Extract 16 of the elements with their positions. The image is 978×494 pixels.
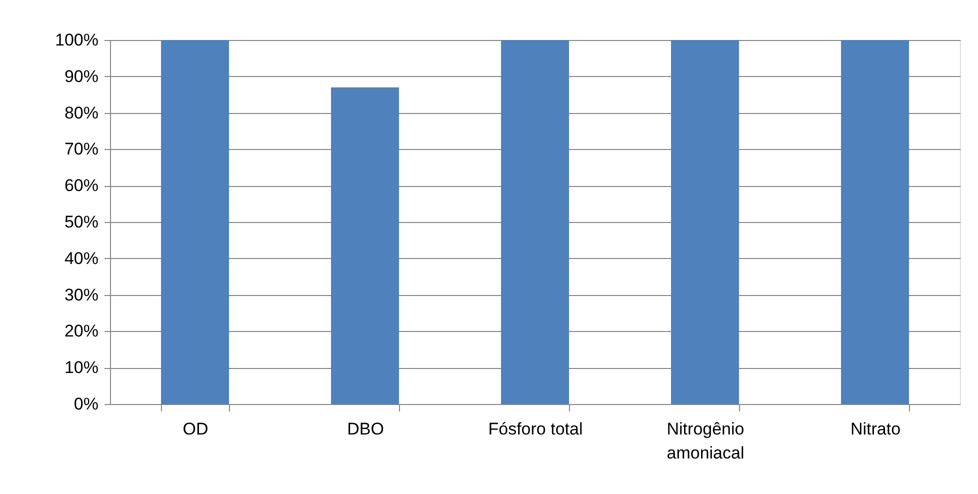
x-tick-label: OD: [182, 420, 208, 438]
x-tick-label: DBO: [347, 420, 384, 438]
y-tick-label: 80%: [64, 103, 98, 122]
x-tick-label: Nitrato: [850, 420, 901, 438]
y-tick-label: 60%: [64, 176, 98, 196]
y-tick-label: 40%: [64, 248, 98, 268]
y-tick-label: 90%: [64, 66, 98, 86]
x-tick-label: Nitrogênio amoniacal: [666, 420, 744, 462]
y-tick-label: 0%: [74, 394, 98, 414]
y-tick-label: 70%: [64, 140, 98, 159]
y-tick-label: 20%: [64, 322, 98, 341]
x-tick-label: Fósforo total: [488, 420, 583, 438]
y-tick-label: 30%: [64, 285, 98, 304]
y-tick-label: 50%: [64, 212, 98, 232]
y-tick-label: 100%: [55, 30, 98, 50]
y-tick-label: 10%: [64, 358, 98, 378]
